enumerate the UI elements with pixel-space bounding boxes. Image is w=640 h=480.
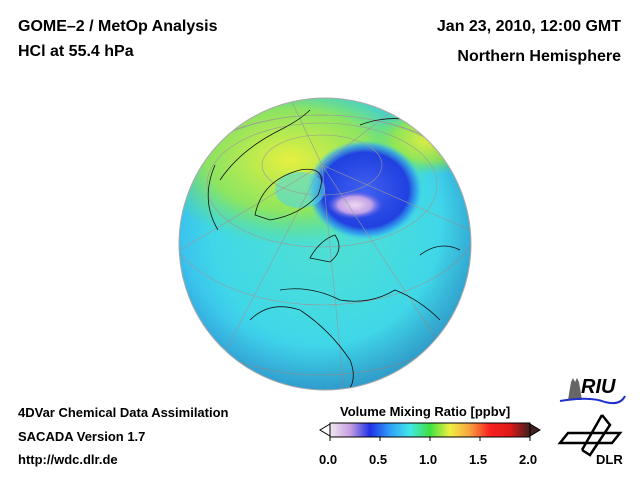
colorbar-tick-label: 0.0 <box>319 452 338 467</box>
footer-line2: SACADA Version 1.7 <box>18 429 146 444</box>
region-label: Northern Hemisphere <box>457 48 621 65</box>
svg-text:DLR: DLR <box>596 452 623 467</box>
colorbar <box>319 422 541 441</box>
footer-link[interactable]: http://wdc.dlr.de <box>18 452 118 467</box>
dlr-logo: DLR <box>557 414 623 467</box>
colorbar-tick-label: 2.0 <box>519 452 538 467</box>
colorbar-tick-label: 1.0 <box>419 452 438 467</box>
date-label: Jan 23, 2010, 12:00 GMT <box>436 18 621 35</box>
title-line2: HCl at 55.4 hPa <box>18 43 134 60</box>
colorbar-tick-label: 0.5 <box>369 452 388 467</box>
colorbar-tick-label: 1.5 <box>469 452 488 467</box>
colorbar-title: Volume Mixing Ratio [ppbv] <box>340 404 511 419</box>
svg-text:RIU: RIU <box>581 376 616 398</box>
colorbar-bar <box>329 422 531 438</box>
colorbar-over-arrow <box>529 423 541 437</box>
footer-line1: 4DVar Chemical Data Assimilation <box>18 405 229 420</box>
title-line1: GOME–2 / MetOp Analysis <box>18 18 218 35</box>
riu-logo: RIU <box>559 376 626 405</box>
colorbar-under-arrow <box>319 423 331 437</box>
